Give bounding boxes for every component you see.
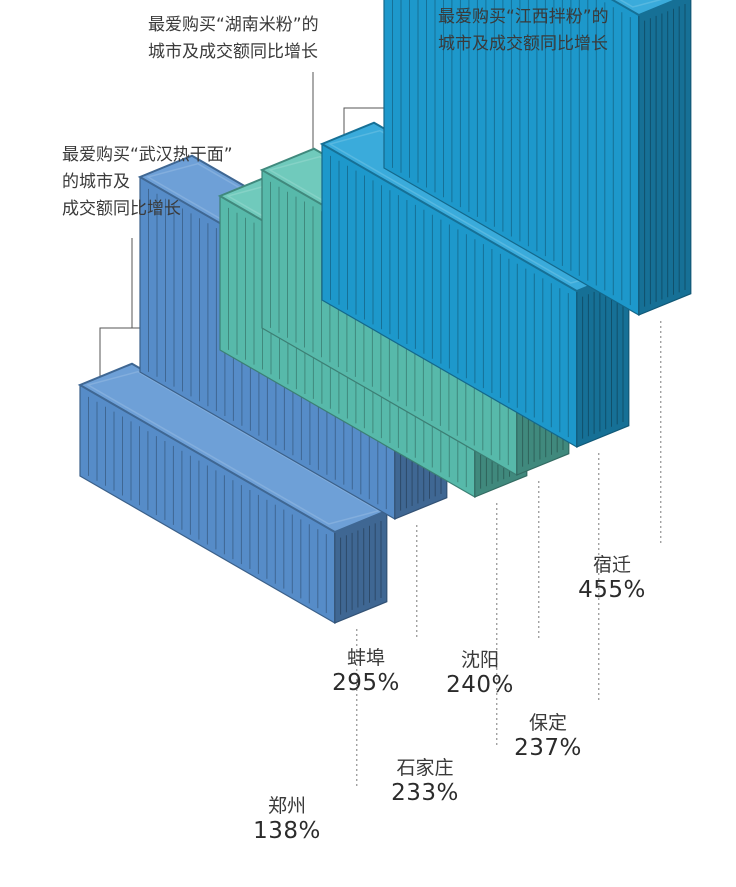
value-label: 233% (391, 780, 459, 806)
city-label: 沈阳 (461, 649, 499, 671)
value-label: 240% (446, 672, 514, 698)
city-label: 蚌埠 (347, 647, 385, 669)
container-1 (77, 362, 390, 625)
container-ribs (330, 155, 569, 438)
group-note-wuhan: 最爱购买“武汉热干面” 的城市及 成交额同比增长 (62, 145, 233, 219)
city-label: 石家庄 (396, 757, 453, 779)
container-ribs (392, 0, 631, 306)
group-note-jiangxi: 最爱购买“江西拌粉”的 城市及成交额同比增长 (438, 7, 609, 54)
city-label: 宿迁 (593, 554, 631, 576)
containers (77, 0, 692, 625)
container-end-ribs (644, 4, 686, 307)
city-label: 保定 (529, 712, 567, 734)
container-top-panel (86, 370, 381, 525)
value-label: 138% (253, 818, 321, 844)
value-label: 455% (578, 577, 646, 603)
value-label: 237% (514, 735, 582, 761)
value-label: 295% (332, 670, 400, 696)
group-note-hunan: 最爱购买“湖南米粉”的 城市及成交额同比增长 (148, 15, 319, 62)
city-label: 郑州 (268, 795, 306, 817)
container-end-face (638, 0, 692, 316)
container-end-ribs (582, 280, 624, 439)
container-end-ribs (340, 521, 382, 615)
container-ribs (88, 396, 327, 614)
container-6 (383, 0, 692, 317)
